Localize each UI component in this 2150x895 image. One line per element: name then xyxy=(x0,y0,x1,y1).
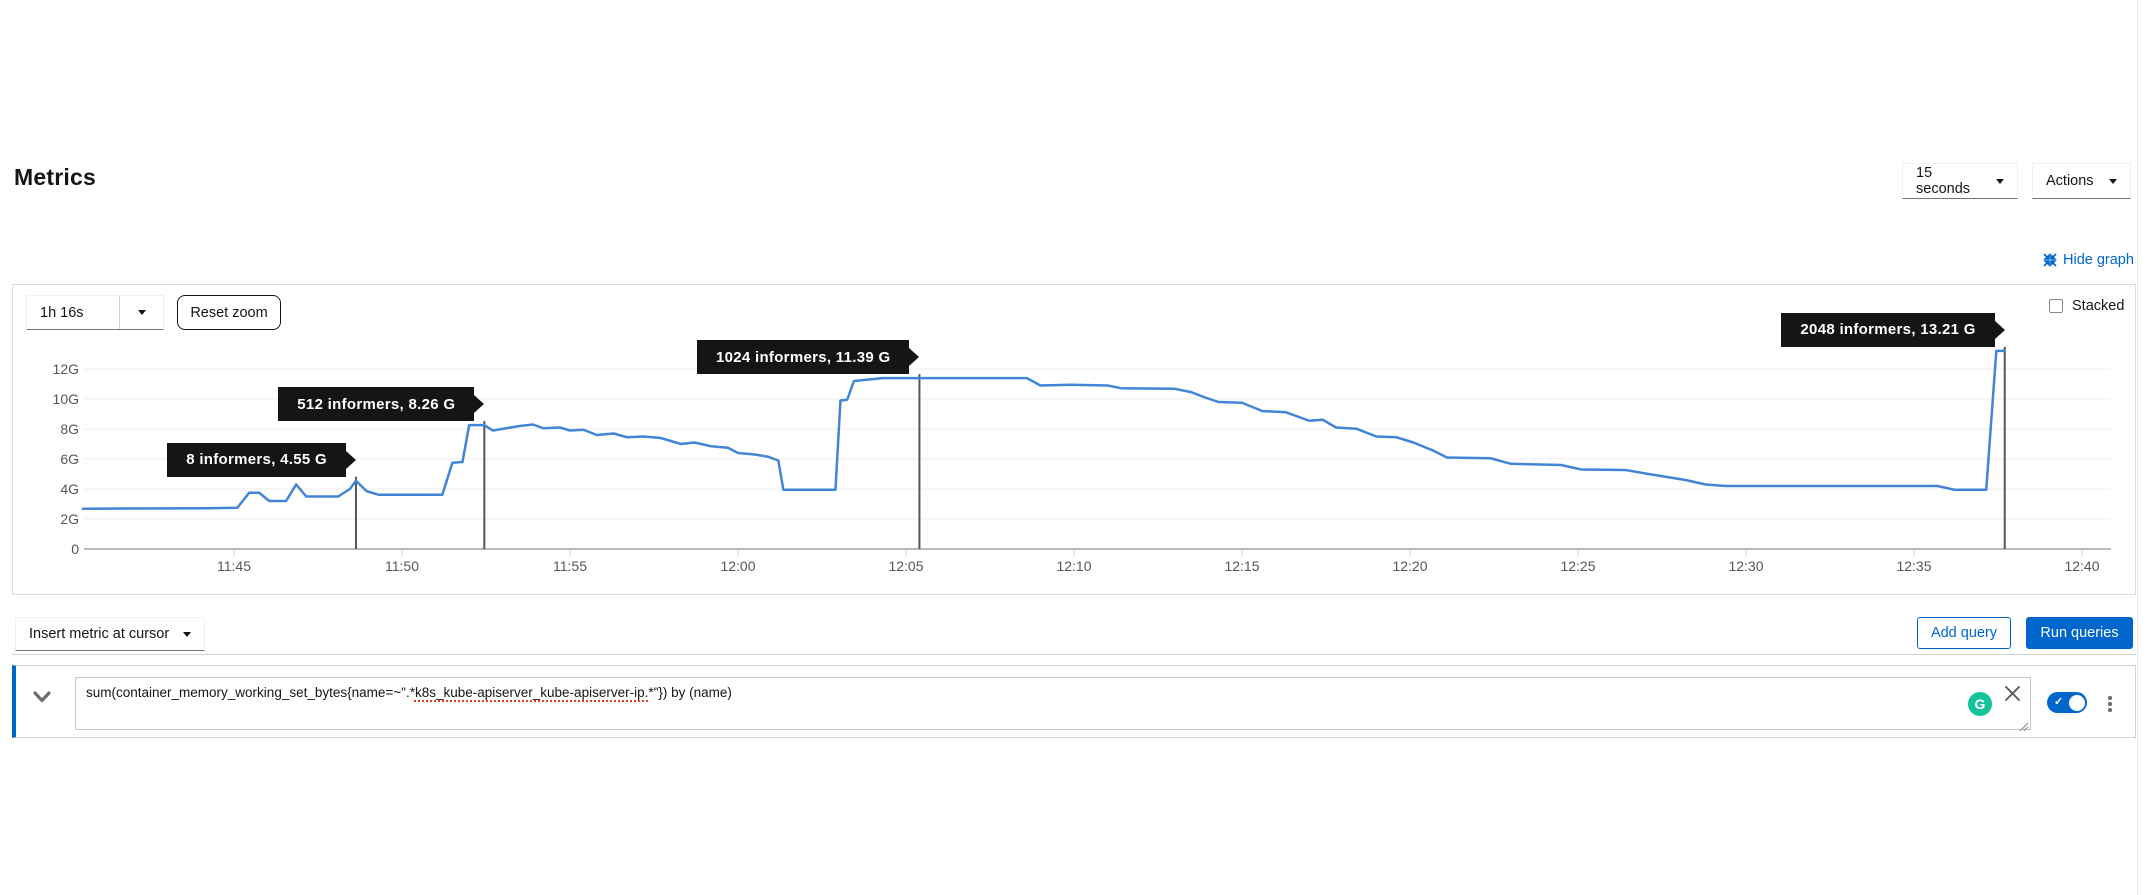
actions-dropdown[interactable]: Actions xyxy=(2032,163,2131,199)
query-enabled-toggle[interactable]: ✓ xyxy=(2047,692,2087,713)
query-text: sum(container_memory_working_set_bytes{n… xyxy=(86,685,415,700)
check-icon: ✓ xyxy=(2054,696,2064,708)
chevron-down-icon xyxy=(183,631,191,637)
chevron-down-icon[interactable] xyxy=(33,687,57,707)
run-queries-button[interactable]: Run queries xyxy=(2026,617,2133,649)
query-text: *"}) by (name) xyxy=(648,685,732,700)
query-row: sum(container_memory_working_set_bytes{n… xyxy=(12,665,2136,738)
stacked-checkbox[interactable] xyxy=(2049,299,2063,313)
refresh-interval-value: 15 seconds xyxy=(1916,165,1971,197)
query-text-flagged: k8s_kube-apiserver_kube-apiserver-ip. xyxy=(414,685,649,700)
close-icon[interactable] xyxy=(2004,685,2021,702)
stacked-control: Stacked xyxy=(2049,298,2124,314)
refresh-interval-select[interactable]: 15 seconds xyxy=(1902,163,2018,199)
metrics-line-chart[interactable] xyxy=(13,285,2135,594)
query-expression-input[interactable]: sum(container_memory_working_set_bytes{n… xyxy=(75,677,2031,730)
chevron-down-icon xyxy=(2109,178,2117,184)
page-title: Metrics xyxy=(14,164,96,190)
graph-panel: 1h 16s Reset zoom Stacked 0 2G 4G 6G 8G 10G 12… xyxy=(12,284,2136,595)
scrollbar-track[interactable] xyxy=(2137,0,2138,895)
insert-metric-label: Insert metric at cursor xyxy=(29,626,170,642)
reset-zoom-button[interactable]: Reset zoom xyxy=(177,295,281,330)
stacked-label: Stacked xyxy=(2072,298,2125,314)
chevron-down-icon xyxy=(1996,178,2004,184)
timespan-value: 1h 16s xyxy=(40,304,84,321)
insert-metric-select[interactable]: Insert metric at cursor xyxy=(15,617,205,651)
kebab-menu-icon[interactable] xyxy=(2102,693,2118,715)
grammarly-icon[interactable]: G xyxy=(1968,692,1992,716)
compress-icon xyxy=(2043,253,2057,267)
separator xyxy=(12,654,2136,655)
hide-graph-link[interactable]: Hide graph xyxy=(2043,252,2134,268)
add-query-button[interactable]: Add query xyxy=(1917,617,2011,649)
timespan-select[interactable]: 1h 16s xyxy=(26,295,164,330)
toggle-knob xyxy=(2068,694,2085,711)
actions-label: Actions xyxy=(2046,173,2094,189)
hide-graph-label: Hide graph xyxy=(2063,252,2134,268)
resize-handle[interactable] xyxy=(2019,719,2029,732)
chevron-down-icon xyxy=(119,296,163,329)
